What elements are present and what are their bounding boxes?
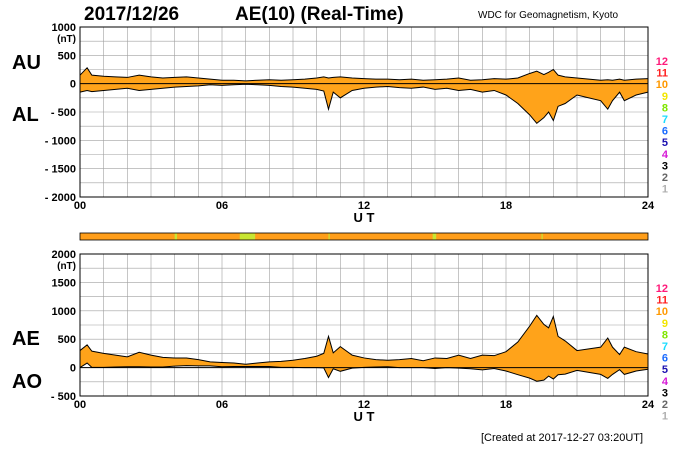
y-tick-label: 500 bbox=[58, 50, 76, 62]
legend-number: 6 bbox=[662, 353, 668, 365]
series-upper-line bbox=[79, 314, 649, 365]
x-tick-label: 06 bbox=[216, 200, 228, 212]
series-upper-line bbox=[79, 66, 649, 82]
legend-number: 9 bbox=[662, 318, 668, 330]
x-axis-label: U T bbox=[354, 409, 375, 424]
chart-date: 2017/12/26 bbox=[84, 4, 180, 25]
y-tick-label: - 2000 bbox=[45, 192, 76, 204]
x-tick-label: 12 bbox=[358, 399, 370, 411]
legend-number: 1 bbox=[662, 184, 668, 196]
y-tick-label: - 1000 bbox=[45, 135, 76, 147]
x-tick-label: 06 bbox=[216, 399, 228, 411]
legend-number: 4 bbox=[662, 376, 669, 388]
y-tick-label: 0 bbox=[70, 363, 76, 375]
legend-number: 10 bbox=[656, 306, 668, 318]
legend-number: 3 bbox=[662, 160, 668, 172]
x-tick-label: 18 bbox=[500, 399, 512, 411]
legend-number: 12 bbox=[656, 283, 668, 295]
timeline-bar-highlight bbox=[239, 233, 256, 240]
x-axis-label: U T bbox=[354, 210, 375, 225]
timeline-bar-base bbox=[79, 232, 649, 241]
panel-ae-ao: 2000 1500 1000 500 0 - 500 (nT) 00 06 12 18 24 U T bbox=[51, 249, 655, 424]
timeline-bar-highlight bbox=[541, 233, 543, 240]
y-tick-label: - 500 bbox=[51, 107, 76, 119]
legend-number: 8 bbox=[662, 329, 668, 341]
legend-number: 7 bbox=[662, 341, 668, 353]
legend-number: 11 bbox=[656, 295, 668, 307]
y-tick-label: 1000 bbox=[52, 306, 76, 318]
x-tick-label: 24 bbox=[642, 200, 655, 212]
plot-frame bbox=[79, 253, 649, 397]
al-label: AL bbox=[12, 104, 39, 126]
legend-number: 6 bbox=[662, 126, 668, 138]
legend-number: 8 bbox=[662, 102, 668, 114]
legend-number: 1 bbox=[662, 411, 668, 423]
series-band-fill bbox=[80, 67, 648, 124]
timeline-bar-highlight bbox=[328, 233, 330, 240]
legend-number: 5 bbox=[662, 364, 668, 376]
x-tick-label: 00 bbox=[74, 200, 86, 212]
y-tick-label: 0 bbox=[70, 79, 76, 91]
y-tick-label: 1500 bbox=[52, 277, 76, 289]
legend-number: 4 bbox=[662, 149, 669, 161]
y-axis-unit: (nT) bbox=[57, 34, 76, 45]
x-tick-label: 24 bbox=[642, 399, 655, 411]
timeline-bar-highlight bbox=[174, 233, 178, 240]
legend-number: 2 bbox=[662, 172, 668, 184]
series-lower-line bbox=[79, 362, 649, 382]
legend-number: 5 bbox=[662, 137, 668, 149]
plot-frame bbox=[79, 26, 649, 198]
timeline-bar bbox=[79, 232, 649, 241]
series-band-fill bbox=[80, 315, 648, 382]
y-tick-label: - 500 bbox=[51, 391, 76, 403]
au-label: AU bbox=[12, 52, 41, 74]
data-source-label: WDC for Geomagnetism, Kyoto bbox=[478, 10, 619, 21]
y-tick-label: 1000 bbox=[52, 22, 76, 34]
legend-number: 12 bbox=[656, 56, 668, 68]
x-tick-label: 12 bbox=[358, 200, 370, 212]
legend-number: 9 bbox=[662, 91, 668, 103]
ae-label: AE bbox=[12, 328, 40, 350]
series-lower-line bbox=[79, 83, 649, 125]
y-tick-label: 500 bbox=[58, 334, 76, 346]
legend-number: 10 bbox=[656, 79, 668, 91]
ao-label: AO bbox=[12, 371, 42, 393]
timeline-bar-highlight bbox=[432, 233, 437, 240]
x-tick-label: 00 bbox=[74, 399, 86, 411]
chart-title: AE(10) (Real-Time) bbox=[235, 4, 404, 25]
y-tick-label: 2000 bbox=[52, 249, 76, 261]
legend-number: 7 bbox=[662, 114, 668, 126]
legend-number: 11 bbox=[656, 68, 668, 80]
x-tick-label: 18 bbox=[500, 200, 512, 212]
legend-number: 2 bbox=[662, 399, 668, 411]
panel-au-al: 1000 500 0 - 500 - 1000 - 1500 - 2000 (nT) 00 06 1… bbox=[45, 22, 655, 225]
created-timestamp: [Created at 2017-12-27 03:20UT] bbox=[481, 432, 644, 444]
legend-number: 3 bbox=[662, 387, 668, 399]
y-axis-unit: (nT) bbox=[57, 261, 76, 272]
y-tick-label: - 1500 bbox=[45, 164, 76, 176]
